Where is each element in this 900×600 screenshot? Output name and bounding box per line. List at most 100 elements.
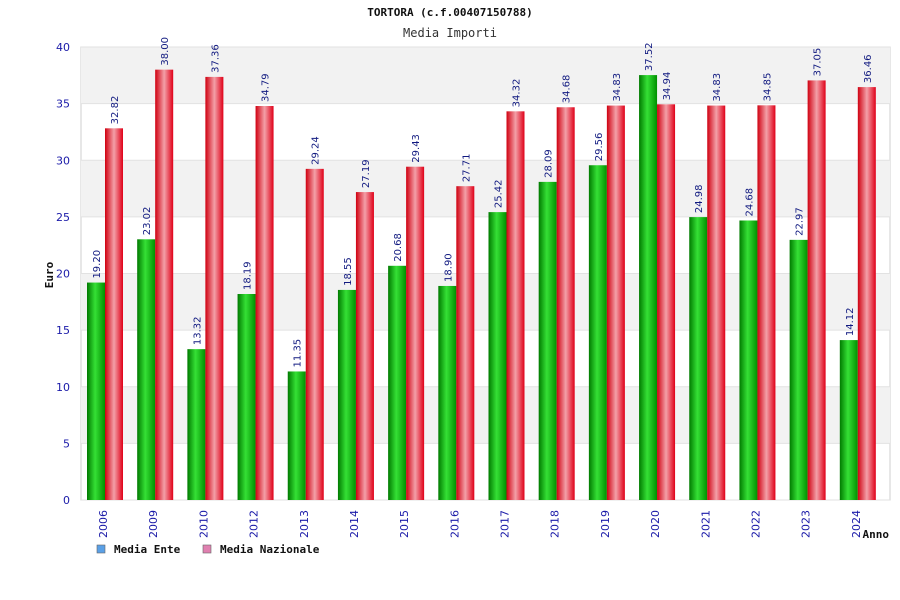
bar-nazionale-2021 (707, 105, 726, 501)
data-label: 20.68 (393, 233, 404, 262)
bar-ente-2015 (388, 265, 407, 500)
x-tick-label: 2015 (398, 510, 411, 538)
bar-nazionale-2018 (556, 107, 575, 501)
bar-nazionale-2024 (857, 87, 876, 500)
x-tick-label: 2014 (348, 510, 361, 538)
bar-nazionale-2019 (606, 105, 625, 501)
x-tick-label: 2012 (248, 510, 261, 538)
value-labels: 19.20 32.82 23.02 38.00 13.32 37.36 18.19 34.79… (92, 37, 874, 367)
data-label: 18.19 (243, 261, 254, 290)
data-label: 36.46 (863, 54, 874, 83)
bar-ente-2014 (337, 289, 356, 500)
bar-nazionale-2012 (255, 106, 274, 501)
data-label: 34.85 (762, 73, 773, 102)
y-tick-label: 0 (63, 494, 70, 507)
data-label: 24.98 (694, 184, 705, 213)
x-tick-label: 2010 (197, 510, 210, 538)
data-label: 14.12 (845, 307, 856, 336)
x-tick-label: 2019 (599, 510, 612, 538)
bar-nazionale-2022 (757, 105, 776, 500)
bar-nazionale-2023 (807, 80, 826, 500)
bar-ente-2006 (87, 282, 105, 500)
x-tick-label: 2024 (850, 510, 863, 538)
data-label: 27.19 (361, 159, 372, 188)
data-label: 24.68 (744, 188, 755, 217)
x-tick-label: 2009 (147, 510, 160, 538)
x-tick-label: 2016 (448, 510, 461, 538)
data-label: 18.55 (343, 257, 354, 286)
x-tick-label: 2021 (699, 510, 712, 538)
bars (87, 69, 876, 501)
data-label: 29.56 (594, 133, 605, 162)
x-tick-label: 2006 (97, 510, 110, 538)
bar-ente-2016 (438, 285, 457, 500)
bar-nazionale-2015 (406, 166, 425, 500)
y-tick-label: 20 (56, 268, 70, 281)
data-label: 32.82 (110, 96, 121, 125)
data-label: 34.94 (662, 72, 673, 101)
data-label: 27.71 (461, 154, 472, 183)
x-tick-label: 2020 (649, 510, 662, 538)
data-label: 37.05 (813, 48, 824, 77)
bar-nazionale-2009 (155, 69, 174, 501)
x-axis-label: Anno (863, 528, 890, 541)
x-tick-label: 2023 (800, 510, 813, 538)
data-label: 23.02 (142, 207, 153, 236)
y-tick-label: 30 (56, 154, 70, 167)
data-label: 38.00 (160, 37, 171, 66)
data-label: 34.79 (261, 73, 272, 102)
bar-ente-2020 (639, 75, 658, 500)
y-tick-label: 10 (56, 381, 70, 394)
legend-swatch (96, 544, 106, 554)
legend-label: Media Nazionale (220, 543, 320, 556)
bar-ente-2024 (839, 340, 858, 500)
bar-ente-2023 (789, 239, 808, 500)
data-label: 29.24 (311, 136, 322, 165)
x-tick-label: 2017 (499, 510, 512, 538)
legend: Media Ente Media Nazionale (96, 543, 320, 556)
bar-nazionale-2013 (305, 168, 324, 500)
data-label: 18.90 (443, 253, 454, 282)
bar-ente-2017 (488, 212, 507, 500)
bar-ente-2009 (137, 239, 156, 500)
bar-ente-2012 (237, 293, 256, 500)
data-label: 13.32 (192, 317, 203, 346)
y-tick-label: 40 (56, 41, 70, 54)
y-tick-label: 35 (56, 98, 70, 111)
bar-nazionale-2010 (205, 76, 224, 500)
data-label: 34.32 (512, 79, 523, 108)
y-axis-ticks: 0 5 10 15 20 25 30 35 40 (56, 41, 70, 507)
bar-ente-2021 (689, 217, 708, 500)
bar-ente-2018 (538, 181, 557, 501)
legend-label: Media Ente (114, 543, 181, 556)
x-axis-ticks: 2006 2009 2010 2012 2013 2014 2015 2016 2017 2018… (97, 510, 863, 538)
bar-nazionale-2017 (506, 111, 525, 501)
x-tick-label: 2018 (549, 510, 562, 538)
bar-nazionale-2006 (105, 128, 123, 500)
y-tick-label: 15 (56, 324, 70, 337)
data-label: 34.83 (712, 73, 723, 102)
x-tick-label: 2022 (749, 510, 762, 538)
bar-ente-2010 (187, 349, 206, 500)
bar-ente-2019 (588, 165, 607, 500)
chart-subtitle: Media Importi (403, 26, 497, 40)
data-label: 25.42 (494, 179, 505, 208)
data-label: 34.68 (562, 75, 573, 104)
legend-swatch (202, 544, 212, 554)
bar-ente-2022 (739, 220, 758, 500)
data-label: 29.43 (411, 134, 422, 163)
x-tick-label: 2013 (298, 510, 311, 538)
bar-nazionale-2020 (657, 104, 676, 500)
bar-nazionale-2014 (355, 192, 374, 501)
y-tick-label: 5 (63, 437, 70, 450)
data-label: 22.97 (795, 207, 806, 236)
y-tick-label: 25 (56, 211, 70, 224)
data-label: 37.36 (210, 44, 221, 73)
data-label: 37.52 (644, 42, 655, 71)
chart-title: TORTORA (c.f.00407150788) (367, 6, 533, 19)
data-label: 28.09 (544, 149, 555, 178)
data-label: 19.20 (92, 250, 103, 279)
bar-nazionale-2016 (456, 186, 475, 500)
y-axis-label: Euro (43, 261, 56, 288)
